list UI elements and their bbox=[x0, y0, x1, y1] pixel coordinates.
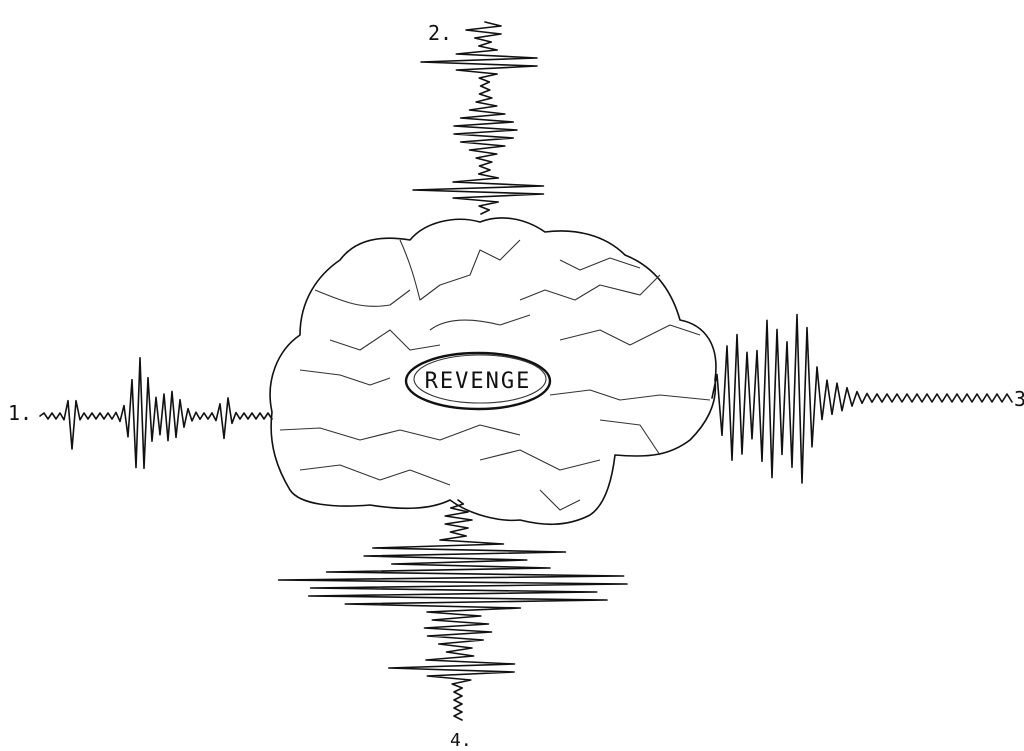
wave-label-left: 1. bbox=[8, 401, 32, 425]
drawing: REVENGE 1. 2. 3 4. bbox=[0, 0, 1024, 751]
wave-label-right: 3 bbox=[1014, 387, 1024, 411]
wave-label-top: 2. bbox=[428, 21, 452, 45]
center-label: REVENGE bbox=[425, 369, 532, 394]
page: REVENGE 1. 2. 3 4. (() => { const data =… bbox=[0, 0, 1024, 751]
wave-label-bottom: 4. bbox=[450, 730, 472, 751]
